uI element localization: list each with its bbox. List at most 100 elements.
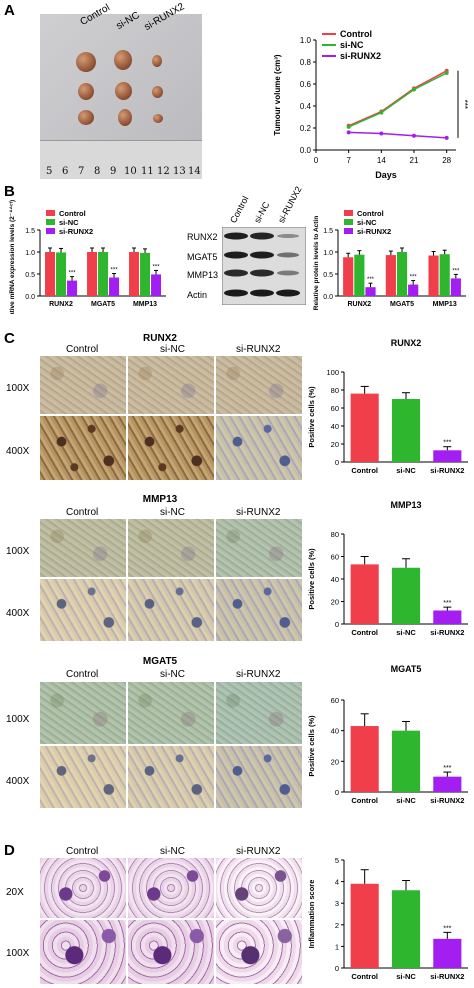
blot-lane-control: Control: [228, 194, 251, 225]
row-label: 20X: [6, 887, 24, 898]
y-tick-label: 0: [335, 620, 339, 629]
x-tick-label: MMP13: [133, 301, 157, 308]
tumor: [118, 109, 132, 126]
micrograph-mmp13-si-runx2-400x: [216, 579, 302, 641]
micrograph-mgat5-control-400x: [40, 746, 126, 808]
column-label: Control: [66, 846, 99, 857]
bar-control: [428, 255, 439, 296]
y-tick-label: 3: [335, 899, 339, 908]
column-label: Control: [66, 344, 99, 355]
bar-si-runx2: [433, 776, 462, 792]
section-title-runx2: RUNX2: [143, 333, 177, 344]
bar-si-nc: [391, 399, 421, 462]
ruler-number: 9: [110, 166, 117, 177]
x-tick-label: si-NC: [396, 796, 416, 805]
legend-label: si-RUNX2: [340, 51, 381, 61]
column-label: Control: [66, 507, 99, 518]
legend-swatch: [344, 219, 353, 225]
legend-label: si-NC: [357, 218, 377, 227]
y-tick-label: 80: [331, 530, 339, 539]
legend-swatch: [344, 228, 353, 234]
y-tick-label: 40: [331, 575, 339, 584]
blot-lane-labels: Control si-NC si-RUNX2: [228, 184, 308, 226]
series-line-si-nc: [348, 72, 448, 128]
bar-control: [87, 252, 98, 296]
y-tick-label: 80: [331, 386, 339, 395]
y-tick-label: 40: [331, 422, 339, 431]
blot-row-label: Actin: [187, 290, 208, 300]
column-label: si-RUNX2: [236, 669, 281, 680]
y-tick-label: 0.6: [300, 80, 312, 89]
chart-inflammation-score: 0 1 2 3 4 5 Inflammation score Control si-NC *** s…: [307, 856, 468, 981]
column-label: si-RUNX2: [236, 507, 281, 518]
chart-mrna: 0.0 0.5 1.0 1.5 Relative mRNA expression lev…: [9, 200, 166, 314]
bar-control: [385, 255, 396, 296]
tumor: [114, 50, 132, 70]
panel-letter-d: D: [4, 842, 15, 859]
bar-si-nc: [354, 254, 365, 296]
bar-control: [343, 257, 354, 296]
x-tick-label: MGAT5: [91, 301, 115, 308]
y-tick-label: 0.5: [323, 272, 333, 279]
y-axis-label: Tumour volume (cm³): [273, 54, 282, 136]
micrograph-mgat5-si-nc-400x: [128, 746, 214, 808]
x-tick-label: 14: [377, 156, 386, 165]
x-tick-label: Control: [351, 972, 378, 981]
bar-si-runx2: [109, 277, 120, 296]
x-tick-label: MMP13: [433, 301, 457, 308]
chart-title: RUNX2: [391, 338, 422, 348]
panel-letter-c: C: [4, 330, 15, 347]
significance-label: ***: [443, 925, 451, 932]
y-axis-label: Relative protein levels to Actin: [313, 216, 320, 310]
micrograph-he-si-nc-20x: [128, 858, 214, 918]
data-point: [379, 131, 384, 136]
x-tick-label: si-RUNX2: [430, 972, 464, 981]
panel-letter-a: A: [4, 2, 15, 19]
x-tick-label: si-RUNX2: [430, 796, 464, 805]
x-tick-label: 28: [442, 156, 451, 165]
column-label: Control: [66, 669, 99, 680]
bar-si-nc: [439, 254, 450, 296]
data-point: [346, 130, 351, 135]
micrograph-runx2-control-100x: [40, 356, 126, 414]
bar-control: [129, 252, 140, 296]
ruler-number: 10: [124, 166, 137, 177]
significance-label: ***: [443, 600, 451, 607]
micrograph-runx2-si-nc-100x: [128, 356, 214, 414]
legend-swatch: [46, 219, 55, 225]
tumor-photo: Control si-NC si-RUNX2 5 6 7 8 9 10 11 1…: [40, 1, 202, 179]
x-tick-label: 7: [346, 156, 351, 165]
x-tick-label: Control: [351, 628, 378, 637]
bar-si-nc: [140, 252, 151, 296]
x-tick-label: si-RUNX2: [430, 628, 464, 637]
bar-control: [350, 393, 379, 462]
y-tick-label: 2: [335, 921, 339, 930]
y-axis-label: Relative mRNA expression levels (2⁻ᐞᐞᶜᵗ): [9, 200, 16, 314]
tumor: [152, 55, 162, 67]
column-label: si-RUNX2: [236, 344, 281, 355]
chart-runx2-positive: RUNX2 0 20 40 60 80 100 Positive cells (%) Contr…: [307, 338, 468, 475]
row-label: 100X: [6, 383, 30, 394]
section-title-mgat5: MGAT5: [142, 656, 178, 667]
y-tick-label: 60: [331, 696, 339, 705]
y-tick-label: 1.0: [323, 250, 333, 257]
x-tick-label: 0: [314, 156, 319, 165]
legend-label: si-RUNX2: [357, 227, 391, 236]
micrograph-mgat5-si-runx2-100x: [216, 682, 302, 744]
micrograph-mgat5-si-runx2-400x: [216, 746, 302, 808]
row-label: 100X: [6, 948, 30, 959]
significance-label: ***: [367, 277, 375, 283]
tumor: [115, 82, 132, 100]
column-label: si-RUNX2: [236, 846, 281, 857]
y-axis-label: Positive cells (%): [307, 715, 316, 777]
y-tick-label: 5: [335, 856, 339, 865]
y-axis-label: Positive cells (%): [307, 386, 316, 448]
blot-lane-si-runx2: si-RUNX2: [276, 184, 304, 225]
x-axis-label: Days: [375, 170, 397, 180]
legend-label: si-RUNX2: [59, 227, 93, 236]
micrograph-runx2-control-400x: [40, 416, 126, 480]
y-tick-label: 20: [331, 757, 339, 766]
bar-si-nc: [98, 252, 109, 296]
y-tick-label: 0: [335, 788, 339, 797]
